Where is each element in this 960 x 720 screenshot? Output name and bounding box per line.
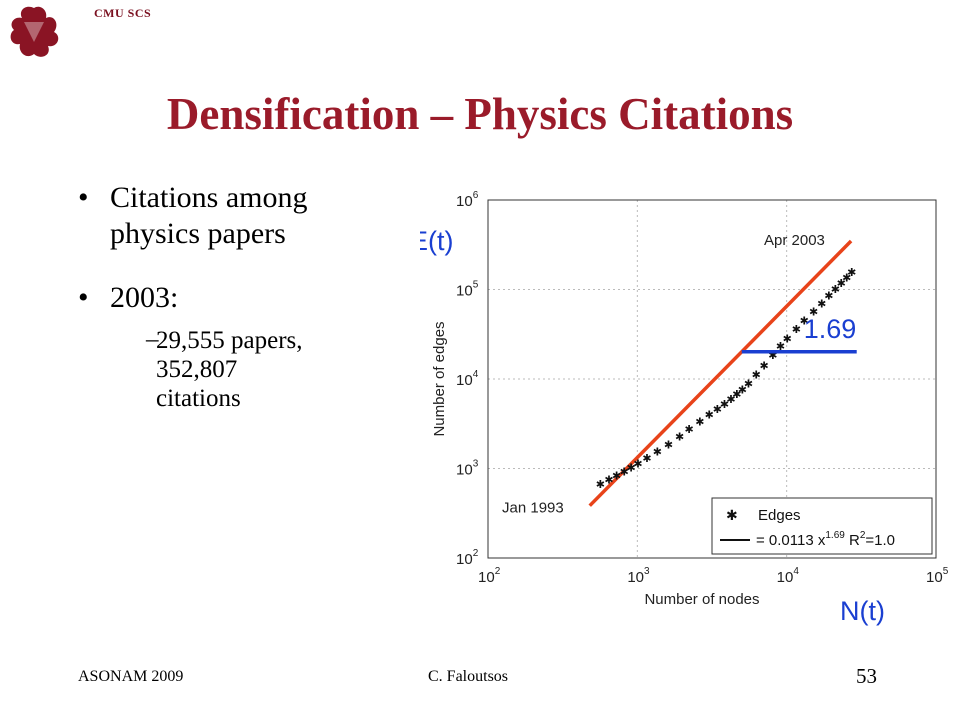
y-tick-exp: 6: [473, 190, 479, 201]
y-tick-label: 106: [456, 190, 479, 210]
x-axis-label: Number of nodes: [644, 591, 759, 608]
data-point: ✱: [847, 267, 856, 279]
x-tick-label: 103: [627, 566, 650, 586]
x-tick-exp: 3: [644, 566, 650, 577]
data-point: ✱: [837, 278, 846, 290]
bullet-1-line2: physics papers: [110, 217, 286, 250]
y-tick-exp: 5: [473, 280, 479, 291]
legend-box: [711, 497, 933, 555]
legend-fit-prefix: = 0.0113 x: [756, 532, 826, 549]
legend-fit: = 0.0113 x1.69 R2=1.0: [756, 530, 895, 549]
y-tick-label: 105: [456, 280, 479, 300]
x-tick-label: 102: [478, 566, 501, 586]
x-tick-label: 104: [777, 566, 800, 586]
x-tick-exp: 2: [495, 566, 501, 577]
footer-author: C. Faloutsos: [428, 668, 509, 685]
sub-bullet-dash: –: [146, 326, 159, 353]
bullet-dot: •: [78, 181, 89, 214]
legend-r2-suffix: =1.0: [865, 532, 895, 549]
data-point: ✱: [792, 324, 801, 336]
data-point: ✱: [705, 410, 714, 422]
label-jan-1993: Jan 1993: [502, 499, 564, 516]
y-tick-exp: 3: [473, 459, 479, 470]
y-tick-label: 102: [456, 548, 479, 568]
chart-legend: ✱ Edges = 0.0113 x1.69 R2=1.0: [711, 497, 933, 555]
data-point: ✱: [800, 316, 809, 328]
bullet-2-line1: 2003:: [110, 281, 179, 314]
data-point: ✱: [720, 399, 729, 411]
data-point: ✱: [824, 290, 833, 302]
sub-bullet-line2: 352,807: [156, 356, 238, 383]
data-point: ✱: [653, 447, 662, 459]
y-tick-exp: 2: [473, 548, 479, 559]
data-point: ✱: [809, 307, 818, 319]
data-point: ✱: [664, 440, 673, 452]
fit-line: [588, 239, 853, 507]
y-tick-label: 103: [456, 459, 479, 479]
label-apr-2003: Apr 2003: [764, 232, 825, 249]
data-point: ✱: [596, 479, 605, 491]
org-label: CMU SCS: [94, 6, 152, 20]
data-point: ✱: [768, 350, 777, 362]
annotation-e-t: E(t): [420, 226, 454, 256]
data-point: ✱: [627, 463, 636, 475]
data-point: ✱: [612, 470, 621, 482]
x-tick-exp: 4: [793, 566, 799, 577]
data-point: ✱: [760, 361, 769, 373]
data-point: ✱: [842, 272, 851, 284]
x-tick-exp: 5: [943, 566, 949, 577]
data-point: ✱: [817, 298, 826, 310]
y-axis-label: Number of edges: [431, 321, 448, 436]
data-point: ✱: [752, 370, 761, 382]
legend-marker-edges: ✱: [726, 507, 738, 523]
slope-label: 1.69: [804, 314, 857, 344]
axes-box: [487, 199, 937, 559]
data-point: ✱: [713, 404, 722, 416]
data-point: ✱: [633, 458, 642, 470]
data-point: ✱: [726, 394, 735, 406]
annotation-n-t: N(t): [840, 596, 885, 626]
legend-r2-prefix: R: [845, 532, 860, 549]
x-tick-label: 105: [926, 566, 949, 586]
y-tick-exp: 4: [473, 369, 479, 380]
data-point: ✱: [744, 379, 753, 391]
bullet-dot: •: [78, 281, 89, 314]
data-point: ✱: [783, 334, 792, 346]
y-tick-label: 104: [456, 369, 479, 389]
data-point: ✱: [831, 284, 840, 296]
data-point: ✱: [604, 475, 613, 487]
data-point: ✱: [642, 453, 651, 465]
footer-conference: ASONAM 2009: [78, 668, 184, 685]
data-point: ✱: [620, 466, 629, 478]
data-point: ✱: [675, 431, 684, 443]
bullet-1-line1: Citations among: [110, 181, 308, 214]
legend-fit-exp: 1.69: [825, 530, 845, 541]
data-point: ✱: [732, 389, 741, 401]
sub-bullet-line1: 29,555 papers,: [156, 327, 303, 354]
legend-edges: Edges: [758, 507, 801, 524]
slide-title: Densification – Physics Citations: [166, 89, 794, 139]
data-point: ✱: [695, 416, 704, 428]
page-number: 53: [856, 664, 877, 688]
data-point: ✱: [776, 341, 785, 353]
sub-bullet-line3: citations: [156, 385, 241, 412]
data-point: ✱: [738, 385, 747, 397]
dragon-logo: [10, 6, 59, 57]
legend-r2-exp: 2: [860, 530, 866, 541]
data-point: ✱: [684, 424, 693, 436]
